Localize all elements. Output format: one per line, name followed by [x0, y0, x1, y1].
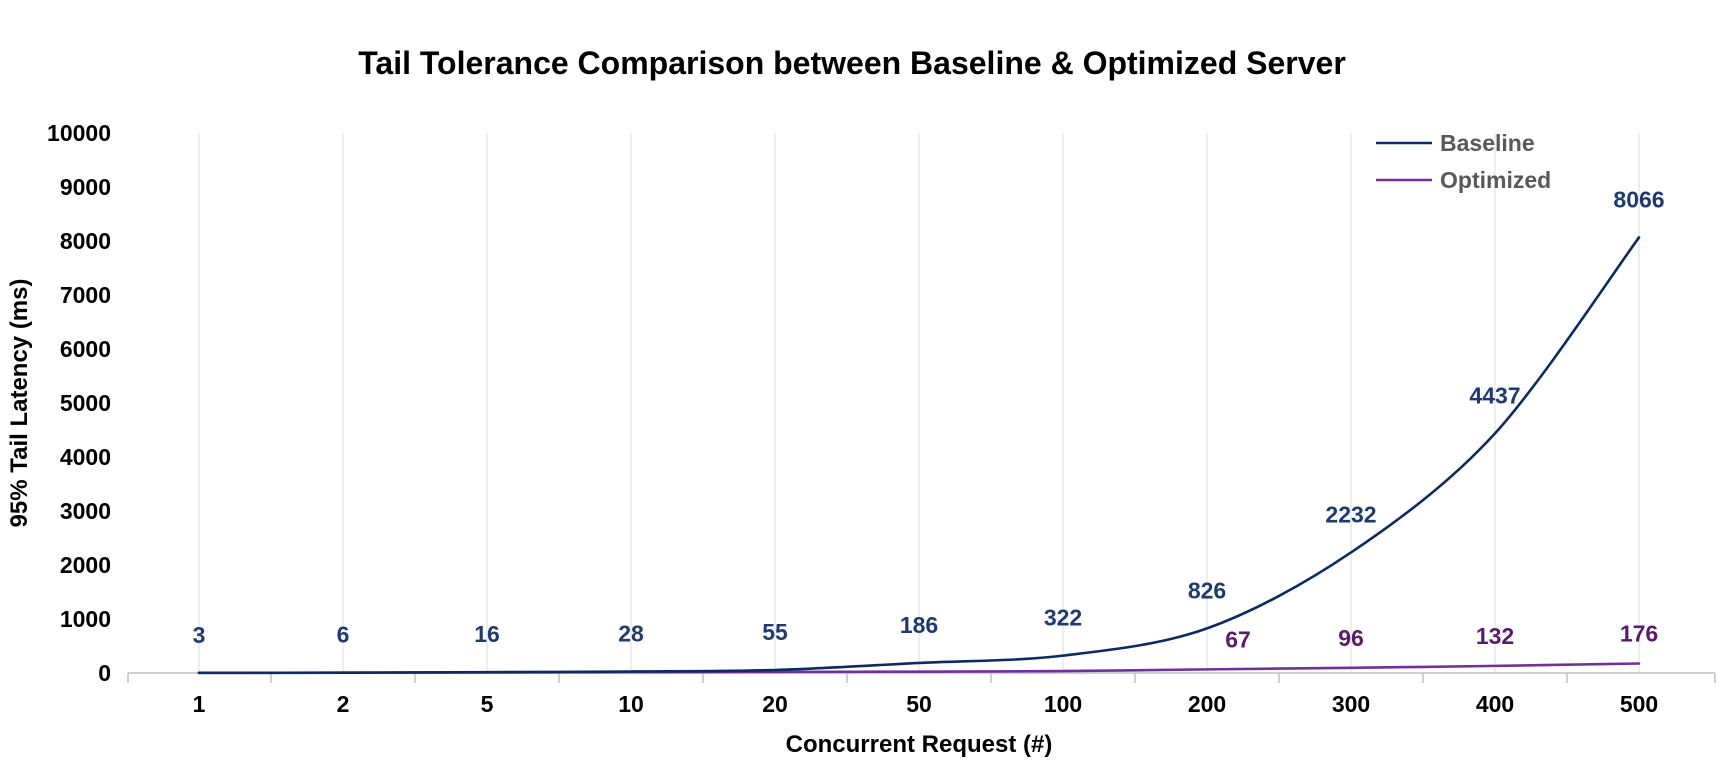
axes: 1 2 5 10 20 50 100 200 300 400 5000100020003000400…	[47, 120, 1716, 717]
y-tick-label-5000: 5000	[60, 390, 111, 416]
data-label-baseline-20: 55	[762, 619, 788, 645]
y-tick-label-2000: 2000	[60, 552, 111, 578]
data-label-optimized-200: 67	[1225, 626, 1251, 652]
y-tick-label-9000: 9000	[60, 174, 111, 200]
x-axis-title: Concurrent Request (#)	[786, 731, 1053, 758]
x-tick-label-200: 200	[1188, 691, 1226, 717]
legend-item-baseline: Baseline	[1376, 130, 1535, 156]
legend-item-optimized: Optimized	[1376, 167, 1551, 193]
y-tick-label-6000: 6000	[60, 336, 111, 362]
y-tick-label-7000: 7000	[60, 282, 111, 308]
data-label-baseline-300: 2232	[1325, 501, 1376, 527]
data-label-baseline-10: 28	[618, 620, 644, 646]
data-labels: 3 6 16 28 55 186 322 826 2232 4437 8066 67 96 132 176	[193, 186, 1665, 652]
x-tick-label-5: 5	[481, 691, 494, 717]
series-line-baseline	[197, 236, 1641, 675]
data-label-baseline-50: 186	[900, 612, 938, 638]
y-tick-label-0: 0	[98, 660, 111, 686]
legend-label-baseline: Baseline	[1440, 130, 1535, 156]
y-tick-label-1000: 1000	[60, 606, 111, 632]
data-label-optimized-500: 176	[1620, 620, 1658, 646]
x-tick-label-20: 20	[762, 691, 788, 717]
data-label-optimized-400: 132	[1476, 623, 1514, 649]
data-label-optimized-300: 96	[1338, 625, 1364, 651]
y-tick-label-10000: 10000	[47, 120, 111, 146]
x-tick-label-2: 2	[337, 691, 350, 717]
y-axis-title: 95% Tail Latency (ms)	[6, 279, 33, 528]
data-label-baseline-100: 322	[1044, 605, 1082, 631]
data-label-baseline-2: 6	[337, 622, 350, 648]
series-layer	[197, 236, 1641, 675]
data-label-baseline-200: 826	[1188, 577, 1226, 603]
y-tick-label-8000: 8000	[60, 228, 111, 254]
x-tick-label-400: 400	[1476, 691, 1514, 717]
chart-title: Tail Tolerance Comparison between Baseli…	[358, 45, 1346, 81]
x-tick-label-100: 100	[1044, 691, 1082, 717]
x-tick-label-500: 500	[1620, 691, 1658, 717]
data-label-baseline-500: 8066	[1613, 186, 1664, 212]
x-tick-label-10: 10	[618, 691, 644, 717]
data-label-baseline-1: 3	[193, 622, 206, 648]
x-tick-label-50: 50	[906, 691, 932, 717]
x-tick-label-300: 300	[1332, 691, 1370, 717]
legend: Baseline Optimized	[1376, 130, 1551, 193]
x-tick-label-1: 1	[193, 691, 206, 717]
y-tick-label-4000: 4000	[60, 444, 111, 470]
y-tick-label-3000: 3000	[60, 498, 111, 524]
grid	[198, 133, 1640, 673]
data-label-baseline-400: 4437	[1469, 382, 1520, 408]
data-label-baseline-5: 16	[474, 621, 500, 647]
legend-label-optimized: Optimized	[1440, 167, 1551, 193]
